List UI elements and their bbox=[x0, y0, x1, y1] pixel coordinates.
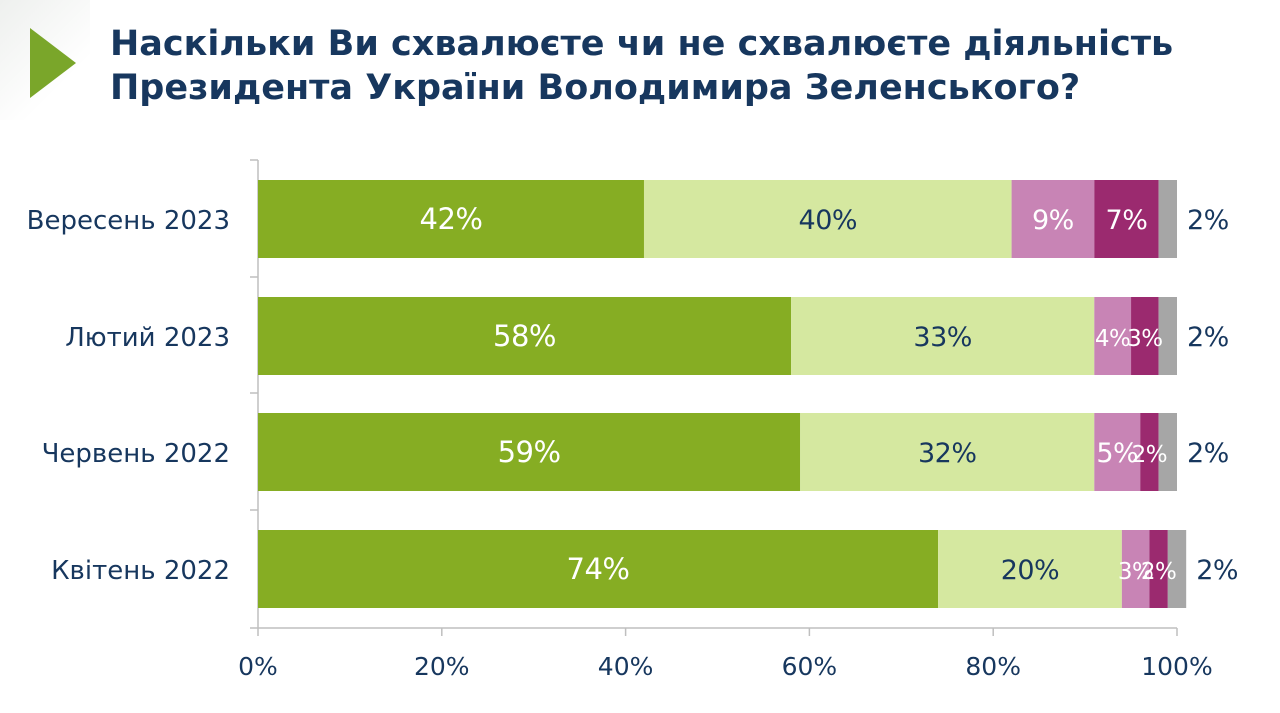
bar-segment bbox=[258, 297, 792, 375]
data-label: 74% bbox=[567, 552, 630, 586]
category-label: Квітень 2022 bbox=[51, 556, 230, 586]
bar-segment bbox=[1158, 297, 1177, 375]
bar-segment bbox=[1094, 180, 1159, 258]
bar-segment bbox=[1167, 530, 1187, 608]
data-label: 2% bbox=[1187, 438, 1229, 469]
data-label: 2% bbox=[1132, 442, 1168, 468]
data-label: 2% bbox=[1187, 205, 1229, 236]
data-label: 20% bbox=[1001, 555, 1060, 586]
data-label: 59% bbox=[498, 435, 561, 469]
data-label: 2% bbox=[1187, 322, 1229, 353]
bar-segment bbox=[1158, 413, 1177, 491]
bar-segment bbox=[1094, 413, 1141, 491]
data-label: 2% bbox=[1141, 559, 1177, 585]
x-tick-label: 40% bbox=[598, 652, 654, 681]
data-label: 42% bbox=[420, 202, 483, 236]
data-label: 40% bbox=[799, 205, 858, 236]
bar-segment bbox=[1158, 180, 1177, 258]
bar-segment bbox=[1140, 413, 1159, 491]
data-label: 5% bbox=[1096, 438, 1138, 469]
chart-title-line-1: Наскільки Ви схвалюєте чи не схвалюєте д… bbox=[110, 24, 1174, 64]
data-label: 3% bbox=[1127, 326, 1163, 352]
bar-segment bbox=[643, 180, 1012, 258]
x-tick-label: 60% bbox=[782, 652, 838, 681]
data-label: 58% bbox=[493, 319, 556, 353]
data-label: 33% bbox=[913, 322, 972, 353]
bar-segment bbox=[258, 413, 801, 491]
chart-title: Наскільки Ви схвалюєте чи не схвалюєте д… bbox=[110, 22, 1230, 110]
chart-title-line-2: Президента України Володимира Зеленськог… bbox=[110, 68, 1081, 108]
data-label: 2% bbox=[1196, 555, 1238, 586]
bar-segment bbox=[1121, 530, 1150, 608]
bar-segment bbox=[258, 180, 644, 258]
bar-segment bbox=[791, 297, 1095, 375]
data-label: 4% bbox=[1095, 326, 1131, 352]
bar-segment bbox=[258, 530, 939, 608]
arrow-icon bbox=[30, 28, 76, 98]
x-tick-label: 20% bbox=[414, 652, 470, 681]
bar-segment bbox=[1149, 530, 1168, 608]
data-label: 9% bbox=[1032, 205, 1074, 236]
bar-segment bbox=[1011, 180, 1095, 258]
data-label: 7% bbox=[1106, 205, 1148, 236]
x-tick-label: 0% bbox=[238, 652, 278, 681]
data-label: 32% bbox=[918, 438, 977, 469]
category-label: Вересень 2023 bbox=[27, 206, 230, 236]
bar-segment bbox=[800, 413, 1095, 491]
data-label: 3% bbox=[1118, 559, 1154, 585]
bar-segment bbox=[1094, 297, 1132, 375]
bar-segment bbox=[938, 530, 1122, 608]
bar-segment bbox=[1131, 297, 1159, 375]
category-label: Лютий 2023 bbox=[65, 323, 230, 353]
category-label: Червень 2022 bbox=[42, 439, 230, 469]
x-tick-label: 80% bbox=[965, 652, 1021, 681]
x-tick-label: 100% bbox=[1141, 652, 1212, 681]
